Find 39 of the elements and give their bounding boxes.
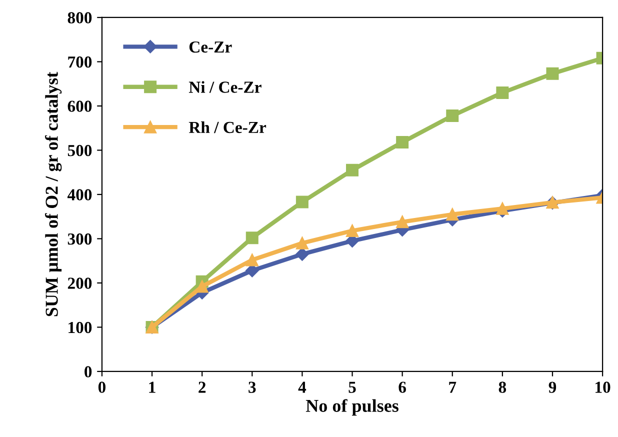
point [296, 248, 309, 261]
point [346, 224, 359, 237]
point [546, 67, 559, 80]
y-tick-label: 0 [84, 366, 92, 378]
y-tick-label: 600 [68, 100, 92, 112]
x-tick-label: 4 [298, 382, 306, 393]
x-tick-label: 6 [398, 382, 406, 393]
point [446, 208, 459, 221]
point [296, 196, 308, 208]
point [496, 86, 509, 99]
y-tick-label: 800 [68, 12, 92, 24]
y-tick-label: 300 [68, 233, 92, 245]
x-tick-label: 1 [149, 382, 156, 393]
legend-label: Rh / Ce-Zr [188, 121, 266, 134]
y-tick-label: 200 [68, 278, 92, 289]
point [346, 164, 359, 176]
x-axis-title: No of pulses [306, 399, 398, 416]
x-tick-label: 7 [449, 382, 456, 393]
x-tick-label: 0 [98, 382, 106, 393]
x-tick-label: 9 [548, 382, 556, 393]
point [396, 136, 409, 149]
y-tick-label: 700 [68, 56, 92, 68]
point [396, 216, 409, 228]
point [296, 236, 308, 250]
x-tick-label: 3 [248, 382, 256, 393]
x-tick-label: 10 [596, 382, 610, 393]
point [446, 109, 459, 122]
x-tick-label: 5 [348, 382, 356, 393]
y-tick-label: 400 [67, 189, 92, 200]
y-tick-label: 500 [68, 144, 92, 156]
legend-label: Ni / Ce-Zr [188, 81, 262, 93]
y-axis-title: SUM µmol of O2 / gr of catalyst [44, 72, 62, 316]
point [246, 232, 258, 244]
x-tick-label: 2 [198, 382, 206, 393]
legend-label: Ce-Zr [189, 41, 232, 53]
x-tick-label: 8 [498, 382, 506, 393]
y-tick-label: 100 [68, 322, 92, 334]
point [246, 254, 258, 266]
point [496, 202, 509, 215]
